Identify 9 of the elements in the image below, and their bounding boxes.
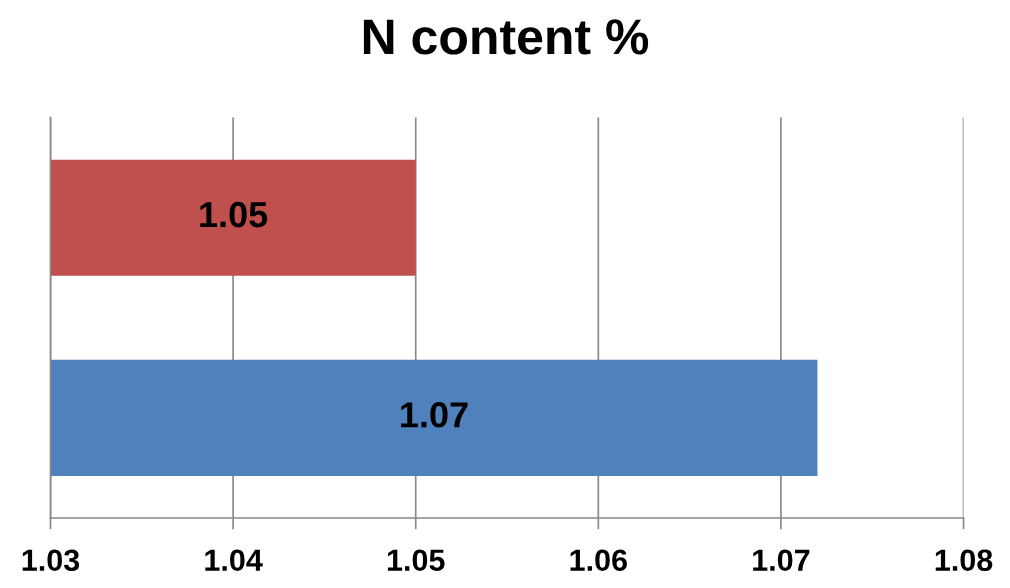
data-label: 1.05 [200,201,268,228]
x-tick-label: 1.07 [753,549,810,572]
x-tick-label: 1.06 [570,549,627,572]
chart-title: N content % [363,19,649,55]
data-label: 1.07 [401,402,468,428]
x-tick-label: 1.03 [22,549,80,572]
x-tick-label: 1.05 [387,549,445,572]
x-tick-label: 1.08 [935,549,993,572]
x-tick-label: 1.04 [205,549,263,572]
